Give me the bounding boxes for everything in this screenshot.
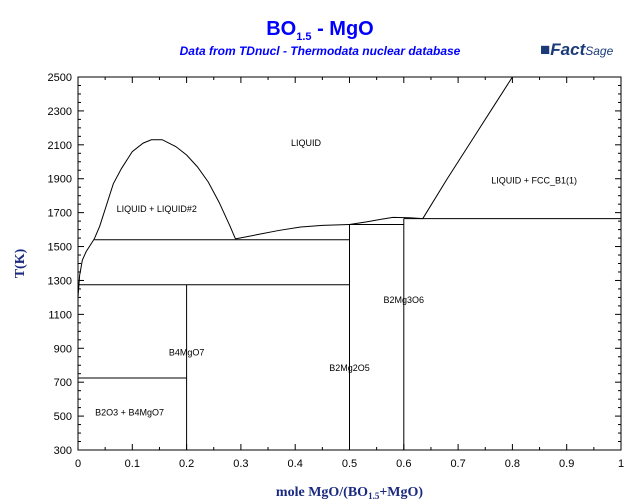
- y-axis-label: T(K): [13, 248, 28, 278]
- phase-label: B2O3 + B4MgO7: [95, 408, 164, 418]
- y-tick-label: 500: [54, 411, 72, 423]
- factsage-logo: ■FactSage: [540, 40, 614, 59]
- x-tick-label: 0.6: [396, 458, 411, 470]
- x-tick-label: 0.1: [125, 458, 140, 470]
- x-tick-label: 0.4: [288, 458, 303, 470]
- y-tick-label: 1700: [48, 208, 72, 220]
- chart-subtitle: Data from TDnucl - Thermodata nuclear da…: [179, 44, 461, 58]
- y-tick-label: 1300: [48, 275, 72, 287]
- x-tick-label: 0.3: [233, 458, 248, 470]
- phase-label: LIQUID: [291, 138, 322, 148]
- y-tick-label: 2300: [48, 106, 72, 118]
- phase-boundary-liquidus-mgo: [422, 76, 513, 219]
- phase-boundary-liquidus-mid: [235, 224, 350, 240]
- y-tick-label: 900: [54, 343, 72, 355]
- x-tick-label: 1: [618, 458, 624, 470]
- y-tick-label: 2500: [48, 72, 72, 84]
- x-axis-label: mole MgO/(BO1.5+MgO): [276, 485, 423, 501]
- phase-boundary-miscibility-gap: [93, 139, 236, 240]
- y-tick-label: 1500: [48, 242, 72, 254]
- x-tick-label: 0.5: [342, 458, 357, 470]
- y-tick-label: 300: [54, 445, 72, 457]
- phase-label: LIQUID + FCC_B1(1): [491, 175, 577, 185]
- x-tick-label: 0.9: [559, 458, 574, 470]
- phase-label: B4MgO7: [169, 348, 205, 358]
- phase-label: LIQUID + LIQUID#2: [117, 204, 197, 214]
- phase-boundary-liquidus-b2mg3o6: [349, 216, 423, 225]
- y-tick-label: 700: [54, 377, 72, 389]
- y-tick-label: 1100: [48, 309, 72, 321]
- chart-title: BO1.5 - MgO: [266, 18, 374, 43]
- x-tick-label: 0.7: [450, 458, 465, 470]
- phase-label: B2Mg2O5: [329, 363, 370, 373]
- x-tick-label: 0.8: [505, 458, 520, 470]
- phase-label: B2Mg3O6: [384, 295, 425, 305]
- phase-boundary-left-liquidus: [77, 238, 95, 298]
- y-tick-label: 1900: [48, 174, 72, 186]
- x-tick-label: 0.2: [179, 458, 194, 470]
- x-tick-label: 0: [75, 458, 81, 470]
- y-tick-label: 2100: [48, 140, 72, 152]
